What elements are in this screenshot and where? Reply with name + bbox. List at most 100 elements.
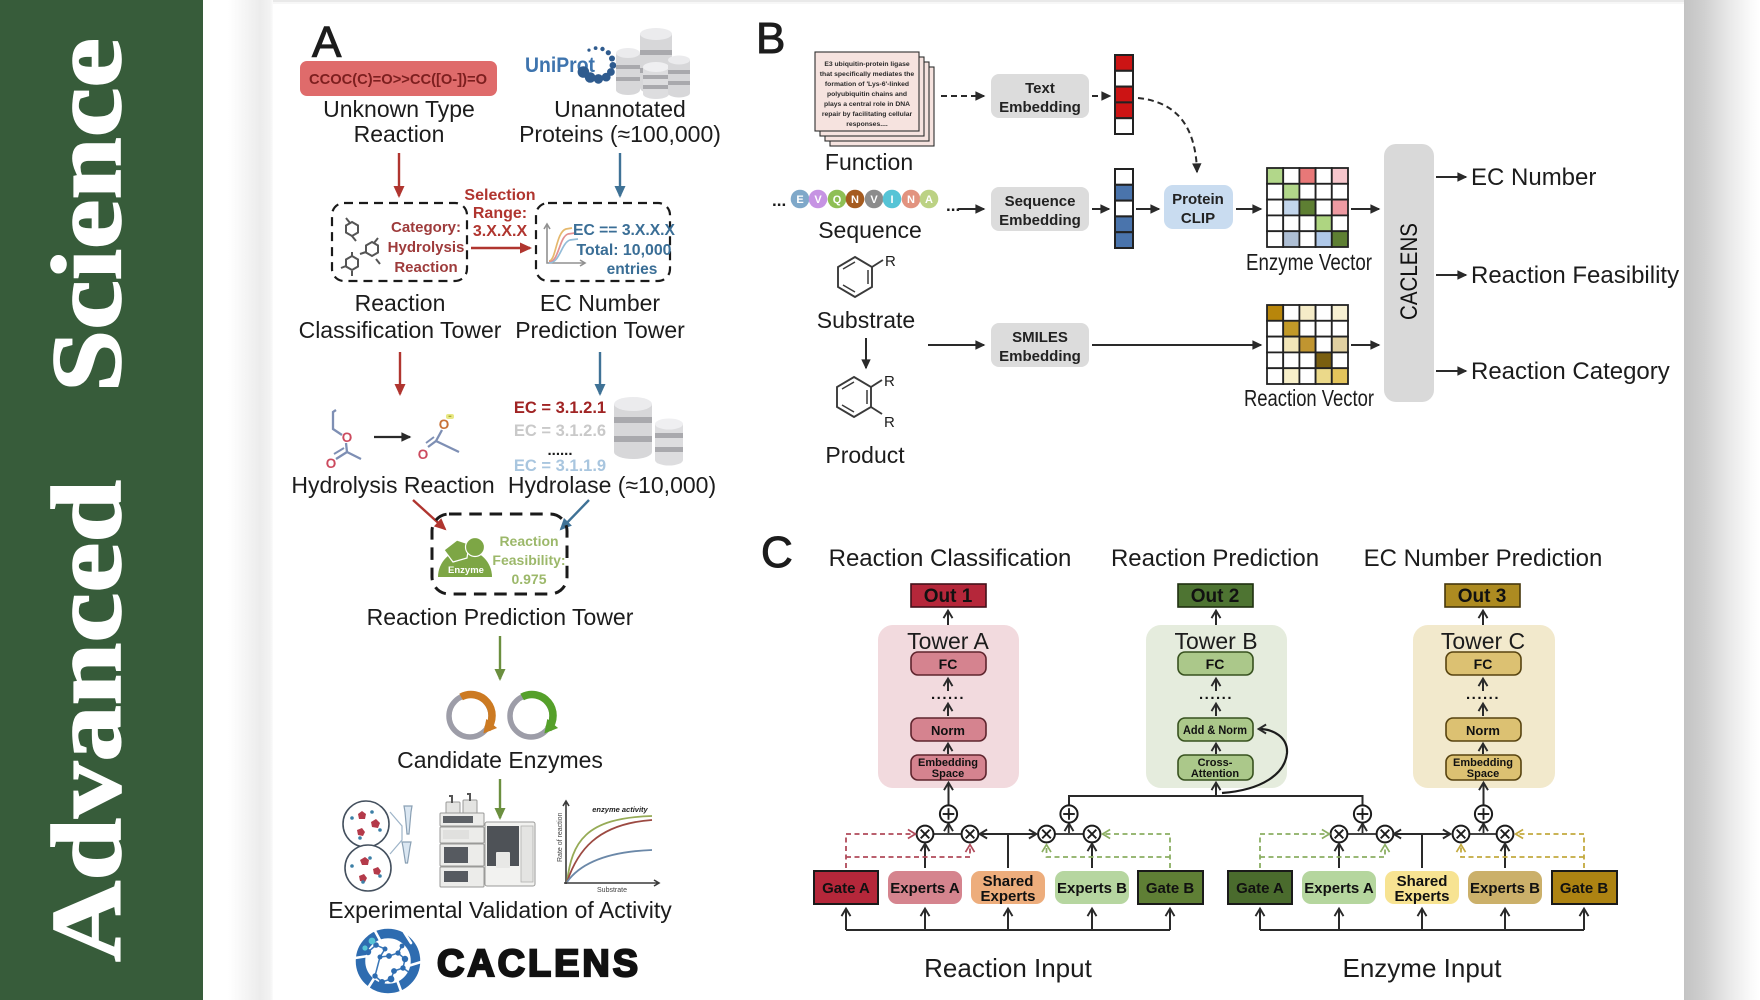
svg-text:Cross-: Cross-: [1198, 757, 1233, 769]
svg-text:Experts A: Experts A: [890, 880, 960, 897]
svg-text:Enzyme Vector: Enzyme Vector: [1246, 249, 1372, 275]
svg-text:Selection: Selection: [464, 187, 535, 204]
svg-text:Unknown Type: Unknown Type: [323, 96, 475, 122]
svg-text:O: O: [342, 430, 353, 445]
svg-text:formation of 'Lys-6'-linked: formation of 'Lys-6'-linked: [825, 81, 909, 88]
svg-text:FC: FC: [939, 656, 958, 672]
svg-text:B: B: [756, 14, 785, 63]
svg-text:Sequence: Sequence: [818, 217, 922, 243]
svg-text:Experts B: Experts B: [1057, 880, 1127, 897]
svg-text:EC Number Prediction: EC Number Prediction: [1364, 545, 1603, 572]
svg-text:Experimental Validation of Act: Experimental Validation of Activity: [328, 897, 672, 923]
svg-text:...: ...: [772, 191, 786, 210]
svg-text:A: A: [312, 18, 342, 67]
svg-text:CACLENS: CACLENS: [437, 943, 641, 985]
svg-text:Experts A: Experts A: [1304, 880, 1374, 897]
svg-text:polyubiquitin chains and: polyubiquitin chains and: [827, 91, 907, 98]
svg-text:R: R: [884, 373, 895, 390]
svg-text:Science: Science: [31, 38, 142, 392]
svg-text:Prediction Tower: Prediction Tower: [515, 317, 685, 343]
svg-text:CACLENS: CACLENS: [1396, 223, 1423, 320]
svg-text:Reaction Category: Reaction Category: [1471, 358, 1670, 385]
svg-text:Add & Norm: Add & Norm: [1183, 723, 1247, 737]
svg-text:Reaction Prediction: Reaction Prediction: [1111, 545, 1319, 572]
svg-text:Tower A: Tower A: [907, 628, 989, 654]
svg-text:R: R: [885, 253, 896, 270]
svg-text:Gate B: Gate B: [1146, 880, 1195, 897]
svg-text:EC = 3.1.1.9: EC = 3.1.1.9: [514, 457, 606, 475]
svg-text:Norm: Norm: [931, 723, 965, 738]
svg-text:Attention: Attention: [1191, 768, 1240, 780]
svg-text:Embedding: Embedding: [918, 757, 978, 769]
svg-text:E: E: [796, 194, 803, 206]
svg-text:Reaction Vector: Reaction Vector: [1244, 385, 1374, 411]
svg-text:O: O: [439, 417, 450, 432]
svg-text:O: O: [326, 456, 337, 471]
svg-text:......: ......: [1199, 686, 1233, 703]
svg-text:UniProt: UniProt: [525, 54, 595, 77]
svg-text:Gate A: Gate A: [1236, 880, 1284, 897]
svg-text:responses....: responses....: [846, 121, 888, 128]
svg-text:Norm: Norm: [1466, 723, 1500, 738]
svg-text:FC: FC: [1206, 656, 1225, 672]
svg-text:Total: 10,000: Total: 10,000: [577, 242, 672, 259]
svg-text:Hydrolysis Reaction: Hydrolysis Reaction: [291, 472, 494, 498]
svg-text:Embedding: Embedding: [999, 212, 1081, 229]
svg-text:Tower B: Tower B: [1174, 628, 1257, 654]
svg-text:Out 1: Out 1: [924, 586, 973, 607]
svg-text:Reaction Prediction Tower: Reaction Prediction Tower: [367, 604, 634, 630]
svg-text:Embedding: Embedding: [999, 99, 1081, 116]
svg-text:Q: Q: [833, 194, 842, 206]
svg-text:-: -: [448, 410, 452, 422]
svg-text:Gate B: Gate B: [1560, 880, 1609, 897]
svg-text:Advanced: Advanced: [31, 480, 142, 962]
svg-text:N: N: [851, 194, 859, 206]
svg-text:Embedding: Embedding: [999, 348, 1081, 365]
svg-text:Feasibility:: Feasibility:: [492, 552, 565, 568]
svg-text:Reaction: Reaction: [354, 121, 445, 147]
svg-text:Experts: Experts: [1394, 888, 1449, 905]
svg-text:N: N: [907, 194, 915, 206]
svg-text:Enzyme: Enzyme: [448, 565, 484, 576]
svg-text:Shared: Shared: [1397, 873, 1448, 890]
svg-text:Hydrolysis: Hydrolysis: [388, 239, 465, 256]
svg-text:Out 2: Out 2: [1191, 586, 1240, 607]
svg-text:Reaction: Reaction: [355, 290, 446, 316]
svg-text:EC Number: EC Number: [540, 290, 660, 316]
svg-text:EC == 3.X.X.X: EC == 3.X.X.X: [573, 222, 676, 239]
svg-text:FC: FC: [1474, 656, 1493, 672]
svg-text:Category:: Category:: [391, 219, 461, 236]
svg-text:V: V: [814, 194, 822, 206]
svg-text:I: I: [890, 194, 893, 206]
svg-text:Text: Text: [1025, 80, 1055, 97]
svg-text:EC Number: EC Number: [1471, 164, 1596, 191]
svg-text:Range:: Range:: [473, 205, 527, 222]
svg-text:Out 3: Out 3: [1458, 586, 1507, 607]
svg-text:Substrate: Substrate: [597, 887, 627, 894]
svg-text:Embedding: Embedding: [1453, 757, 1513, 769]
svg-text:EC = 3.1.2.6: EC = 3.1.2.6: [514, 422, 606, 440]
svg-text:Candidate Enzymes: Candidate Enzymes: [397, 747, 603, 773]
svg-text:Substrate: Substrate: [817, 307, 915, 333]
svg-text:Reaction Feasibility: Reaction Feasibility: [1471, 262, 1679, 289]
svg-text:3.X.X.X: 3.X.X.X: [473, 223, 528, 240]
svg-text:......: ......: [931, 686, 965, 703]
svg-text:CLIP: CLIP: [1181, 210, 1215, 227]
svg-text:R: R: [884, 414, 895, 431]
svg-text:Tower C: Tower C: [1441, 628, 1525, 654]
svg-text:C: C: [761, 528, 793, 577]
svg-text:Classification Tower: Classification Tower: [299, 317, 502, 343]
svg-text:Experts B: Experts B: [1470, 880, 1540, 897]
svg-text:0.975: 0.975: [511, 571, 546, 587]
svg-text:repair by facilitating cellula: repair by facilitating cellular: [822, 111, 913, 118]
svg-text:Function: Function: [825, 149, 913, 175]
svg-text:plays a central role in DNA: plays a central role in DNA: [824, 101, 910, 108]
svg-text:......: ......: [1466, 686, 1500, 703]
svg-text:entries: entries: [607, 261, 658, 278]
svg-text:SMILES: SMILES: [1012, 329, 1068, 346]
svg-text:Enzyme Input: Enzyme Input: [1343, 953, 1503, 983]
svg-text:Shared: Shared: [983, 873, 1034, 890]
svg-text:Space: Space: [932, 768, 964, 780]
svg-text:......: ......: [547, 442, 572, 459]
svg-text:Reaction: Reaction: [394, 259, 457, 276]
